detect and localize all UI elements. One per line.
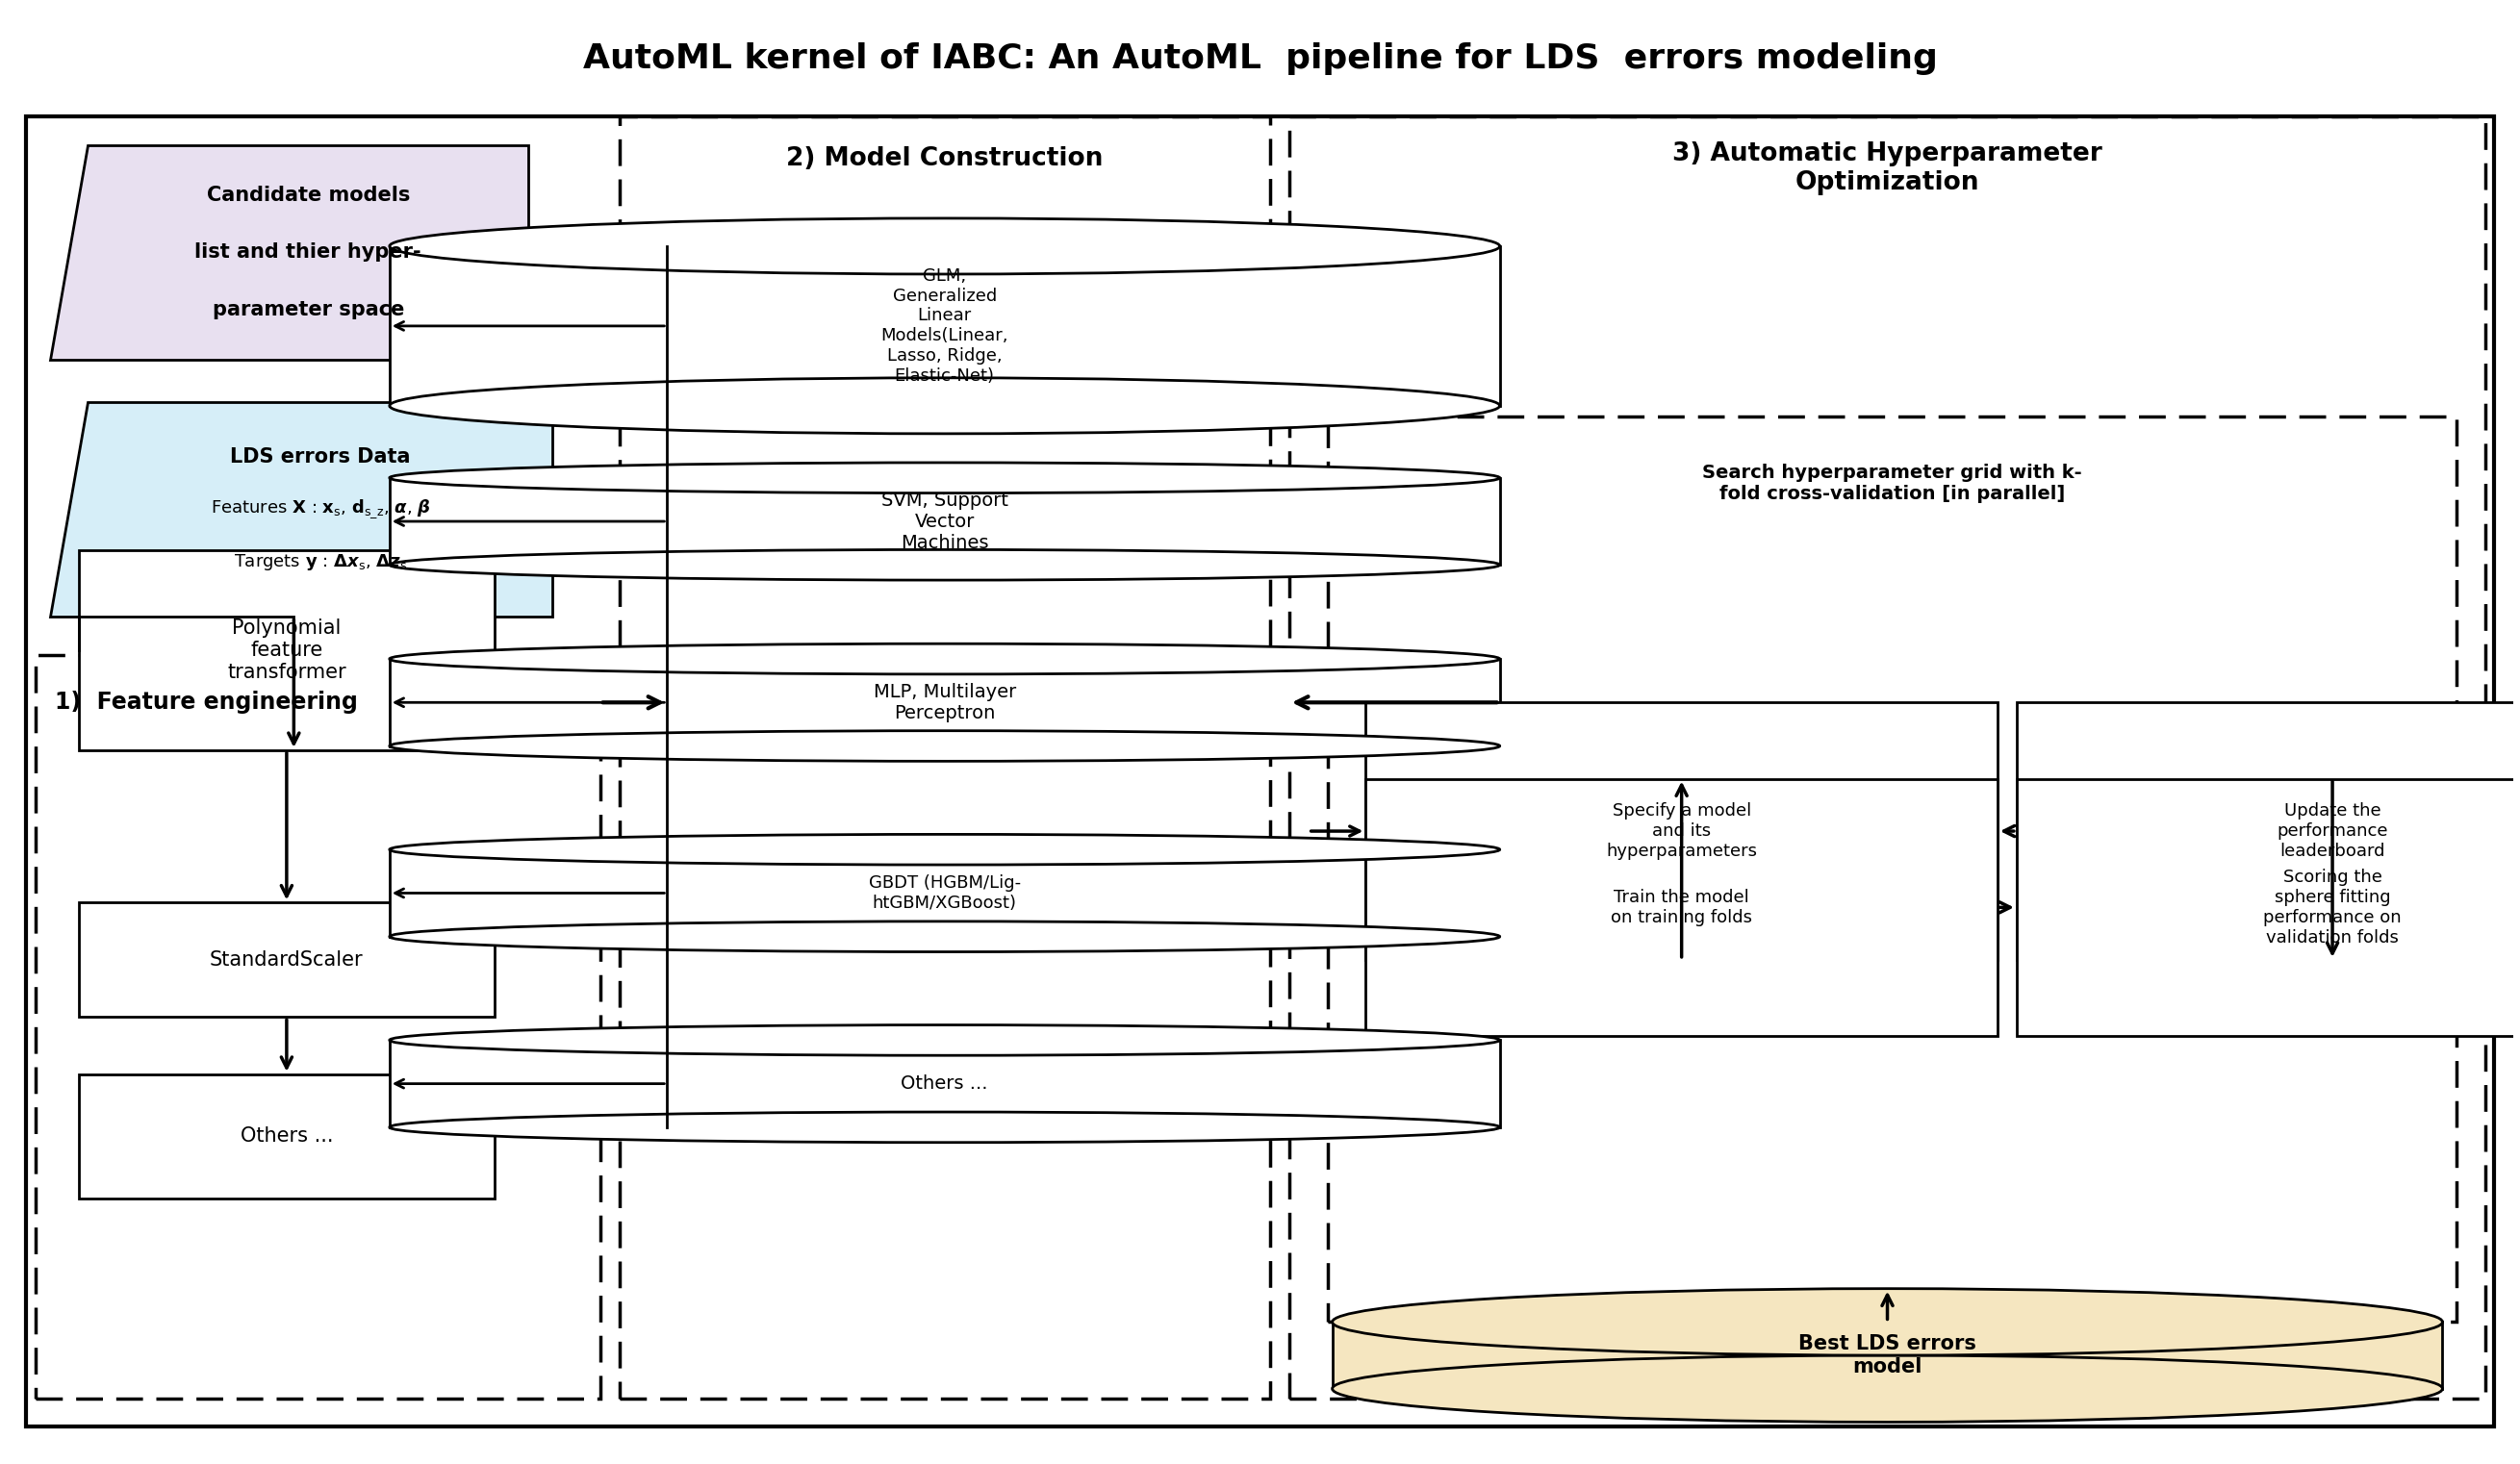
Bar (1290, 116, 2485, 1398)
Bar (391, 1041, 1499, 1127)
Bar (391, 849, 1499, 937)
Text: Search hyperparameter grid with k-
fold cross-validation [in parallel]: Search hyperparameter grid with k- fold … (1704, 464, 2082, 504)
Bar (391, 477, 1499, 565)
Text: parameter space: parameter space (212, 300, 403, 319)
Bar (620, 116, 1270, 1398)
Bar (1366, 779, 1998, 1037)
Bar (78, 550, 494, 750)
Ellipse shape (1333, 1288, 2442, 1356)
Bar (391, 246, 1499, 406)
Text: Update the
performance
leaderboard: Update the performance leaderboard (2278, 802, 2389, 859)
Text: Candidate models: Candidate models (207, 186, 411, 205)
Bar (35, 654, 600, 1398)
Ellipse shape (391, 921, 1499, 952)
Text: 3) Automatic Hyperparameter
Optimization: 3) Automatic Hyperparameter Optimization (1673, 142, 2102, 196)
Bar (78, 1075, 494, 1198)
Ellipse shape (391, 1025, 1499, 1056)
Text: Train the model
on training folds: Train the model on training folds (1610, 889, 1751, 927)
Ellipse shape (391, 549, 1499, 580)
Bar (1328, 417, 2457, 1322)
Ellipse shape (391, 1113, 1499, 1142)
Text: GLM,
Generalized
Linear
Models(Linear,
Lasso, Ridge,
Elastic-Net): GLM, Generalized Linear Models(Linear, L… (882, 268, 1008, 385)
Ellipse shape (391, 644, 1499, 673)
Bar (1333, 1322, 2442, 1389)
Bar (2016, 779, 2520, 1037)
Text: GBDT (HGBM/Lig-
htGBM/XGBoost): GBDT (HGBM/Lig- htGBM/XGBoost) (869, 874, 1021, 912)
Text: Others ...: Others ... (902, 1075, 988, 1092)
Text: AutoML kernel of IABC: An AutoML  pipeline for LDS  errors modeling: AutoML kernel of IABC: An AutoML pipelin… (582, 42, 1938, 76)
Bar (2016, 703, 2520, 960)
Text: 1)  Feature engineering: 1) Feature engineering (55, 691, 358, 714)
Ellipse shape (391, 731, 1499, 761)
Ellipse shape (391, 378, 1499, 433)
Ellipse shape (391, 834, 1499, 865)
Text: Features $\mathbf{X}$ : $\mathbf{x}_\mathrm{s}$, $\mathbf{d}_\mathrm{s\_z}$, $\b: Features $\mathbf{X}$ : $\mathbf{x}_\mat… (209, 498, 431, 521)
Text: StandardScaler: StandardScaler (209, 950, 363, 969)
Polygon shape (50, 403, 552, 616)
Text: 2) Model Construction: 2) Model Construction (786, 146, 1104, 171)
Ellipse shape (1333, 1356, 2442, 1422)
Text: Targets $\mathbf{y}$ : $\boldsymbol{\Delta x}_\mathrm{s}$, $\boldsymbol{\Delta z: Targets $\mathbf{y}$ : $\boldsymbol{\Del… (234, 552, 406, 572)
Text: Best LDS errors
model: Best LDS errors model (1799, 1335, 1976, 1376)
Text: Specify a model
and its
hyperparameters: Specify a model and its hyperparameters (1605, 802, 1756, 859)
Bar (391, 659, 1499, 747)
Text: SVM, Support
Vector
Machines: SVM, Support Vector Machines (882, 490, 1008, 552)
Ellipse shape (391, 463, 1499, 493)
Text: Scoring the
sphere fitting
performance on
validation folds: Scoring the sphere fitting performance o… (2263, 868, 2402, 946)
Ellipse shape (391, 218, 1499, 274)
Polygon shape (50, 145, 529, 359)
Text: LDS errors Data: LDS errors Data (229, 448, 411, 467)
Text: MLP, Multilayer
Perceptron: MLP, Multilayer Perceptron (874, 682, 1016, 722)
Text: Others ...: Others ... (239, 1126, 333, 1146)
Bar (78, 903, 494, 1017)
Bar (1366, 703, 1998, 960)
Text: list and thier hyper-: list and thier hyper- (194, 243, 421, 262)
Text: Polynomial
feature
transformer: Polynomial feature transformer (227, 618, 345, 682)
